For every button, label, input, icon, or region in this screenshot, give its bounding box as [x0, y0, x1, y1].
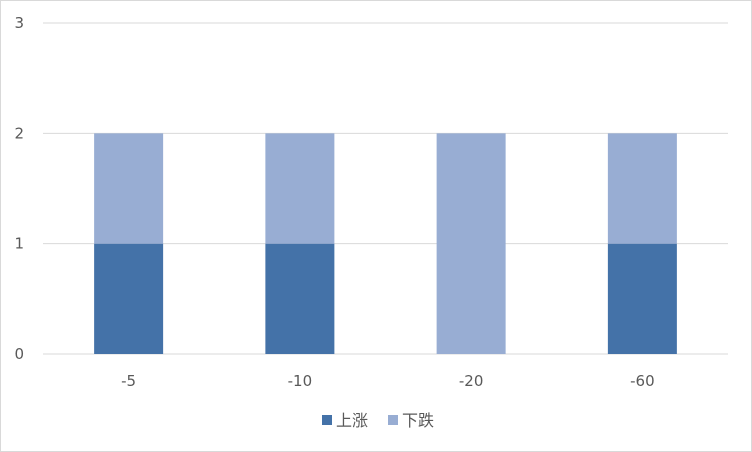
x-tick-label: -5	[121, 372, 136, 390]
bars	[94, 133, 677, 354]
x-tick-label: -60	[630, 372, 655, 390]
legend-label: 上涨	[336, 411, 368, 430]
y-tick-label: 1	[14, 235, 24, 253]
bar-up-0	[94, 243, 164, 354]
bar-down-0	[94, 133, 164, 244]
x-tick-label: -20	[459, 372, 484, 390]
bar-down-3	[607, 133, 677, 244]
bar-up-3	[607, 243, 677, 354]
legend-swatch	[322, 415, 332, 425]
bar-down-1	[265, 133, 335, 244]
y-tick-label: 3	[14, 14, 24, 32]
y-axis-ticks: 0 1 2 3	[14, 14, 24, 363]
y-tick-label: 0	[14, 345, 24, 363]
bar-down-2	[436, 133, 506, 354]
legend-label: 下跌	[402, 411, 434, 430]
x-tick-label: -10	[288, 372, 313, 390]
legend-swatch	[388, 415, 398, 425]
x-axis-ticks: -5 -10 -20 -60	[121, 372, 654, 390]
y-tick-label: 2	[14, 124, 24, 142]
legend: 上涨 下跌	[322, 411, 434, 430]
bar-up-1	[265, 243, 335, 354]
